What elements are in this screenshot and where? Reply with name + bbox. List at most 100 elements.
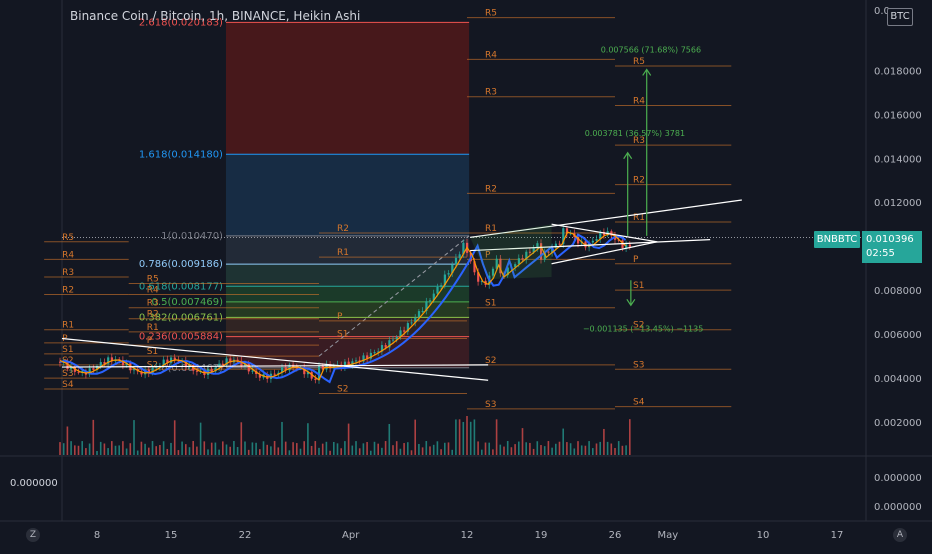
- descending-trendline: [61, 337, 489, 381]
- candle-body: [458, 254, 461, 258]
- candle-body: [284, 367, 287, 371]
- candle-body: [514, 264, 517, 268]
- volume-bar: [503, 446, 505, 455]
- pivot-label-3-R1: R1: [485, 224, 497, 234]
- volume-bar: [558, 441, 561, 455]
- volume-bar: [603, 428, 605, 455]
- volume-bar: [288, 450, 291, 455]
- volume-bar: [284, 441, 287, 455]
- pivot-label-3-S3: S3: [485, 400, 496, 410]
- volume-bar: [251, 442, 254, 455]
- fib-zone-grey: [225, 235, 470, 265]
- volume-bar: [170, 442, 172, 455]
- volume-bar: [314, 441, 317, 455]
- pivot-label-3-R4: R4: [485, 50, 497, 60]
- volume-bar: [70, 441, 72, 455]
- volume-bar: [125, 448, 128, 455]
- volume-bar: [114, 445, 117, 455]
- volume-bar: [229, 446, 231, 455]
- price-value: 0.010396: [866, 234, 914, 245]
- x-tick-label-1: 15: [165, 530, 178, 541]
- volume-bar: [440, 449, 442, 455]
- volume-bar: [529, 442, 531, 455]
- candle-body: [528, 251, 532, 253]
- candle-body: [377, 351, 380, 353]
- fib-label-1.618: 1.618(0.014180): [139, 149, 223, 160]
- measure-arrow-2: [626, 298, 636, 307]
- candle-body: [595, 239, 598, 241]
- volume-bar: [518, 441, 520, 455]
- candle-body: [521, 258, 524, 260]
- candle-body: [495, 258, 498, 269]
- volume-bar: [325, 441, 328, 455]
- volume-bar: [188, 447, 191, 455]
- y-tick-label-1: 0.016000: [874, 110, 922, 121]
- wedge-lower-line: [470, 238, 711, 252]
- pivot-label-1-R2: R2: [147, 310, 159, 320]
- volume-bar: [455, 419, 457, 455]
- pivot-label-2-S1: S1: [337, 330, 348, 340]
- volume-bar: [469, 421, 472, 455]
- fib-label-0.236: 0.236(0.005884): [139, 332, 223, 343]
- pivot-label-4-S2: S2: [633, 321, 644, 331]
- y-tick-label-5: 0.006000: [874, 330, 922, 341]
- candle-body: [491, 268, 495, 276]
- x-tick-label-2: 22: [239, 530, 252, 541]
- pivot-label-1-R4: R4: [147, 286, 159, 296]
- candle-body: [440, 285, 443, 287]
- volume-bar: [566, 442, 568, 455]
- candle-body: [92, 368, 95, 370]
- measure-label-2: −0.001135 (−13.45%) −1135: [583, 324, 703, 333]
- candle-body: [343, 361, 347, 368]
- candle-body: [151, 367, 154, 374]
- candle-body: [358, 360, 361, 362]
- candle-body: [558, 243, 561, 245]
- volume-bar: [66, 426, 69, 455]
- volume-bar: [281, 421, 283, 455]
- volume-bar: [551, 447, 553, 455]
- candle-body: [540, 243, 543, 260]
- auto-scale-button[interactable]: A: [893, 528, 907, 542]
- x-tick-label-7: May: [658, 530, 679, 541]
- candle-body: [107, 357, 110, 364]
- currency-button[interactable]: BTC: [887, 8, 913, 26]
- volume-bar: [303, 441, 305, 455]
- volume-bar: [210, 442, 213, 455]
- volume-bar: [388, 423, 391, 455]
- volume-left-label: 0.000000: [10, 478, 58, 489]
- volume-bar: [362, 443, 365, 455]
- measure-arrow-1: [623, 151, 633, 160]
- candle-body: [577, 237, 580, 244]
- candle-body: [221, 363, 224, 366]
- volume-bar: [555, 443, 557, 455]
- candle-body: [236, 359, 239, 361]
- fib-label-0.786: 0.786(0.009186): [139, 259, 223, 270]
- fib-zone-olive: [225, 301, 470, 318]
- volume-bar: [310, 445, 313, 455]
- volume-bar: [240, 422, 243, 455]
- volume-bar: [173, 420, 176, 455]
- volume-bar: [318, 447, 320, 455]
- candle-body: [462, 242, 465, 255]
- measure-label-0: 0.007566 (71.68%) 7566: [601, 45, 701, 54]
- candle-body: [417, 311, 421, 318]
- candle-body: [144, 369, 147, 375]
- volume-bar: [562, 428, 564, 455]
- volume-bar: [259, 449, 261, 455]
- volume-bar: [81, 441, 83, 455]
- pivot-label-4-S4: S4: [633, 398, 645, 408]
- volume-bar: [395, 441, 398, 455]
- volume-bar: [569, 443, 572, 455]
- volume-bar: [129, 443, 132, 455]
- volume-bar: [321, 443, 324, 455]
- x-tick-label-5: 19: [535, 530, 548, 541]
- volume-bar: [92, 419, 95, 455]
- zoom-button[interactable]: Z: [26, 528, 40, 542]
- volume-bar: [414, 419, 416, 455]
- candle-body: [399, 330, 402, 337]
- triangle-upper-line: [551, 223, 658, 243]
- pivot-label-3-R3: R3: [485, 88, 497, 98]
- candle-body: [88, 368, 91, 375]
